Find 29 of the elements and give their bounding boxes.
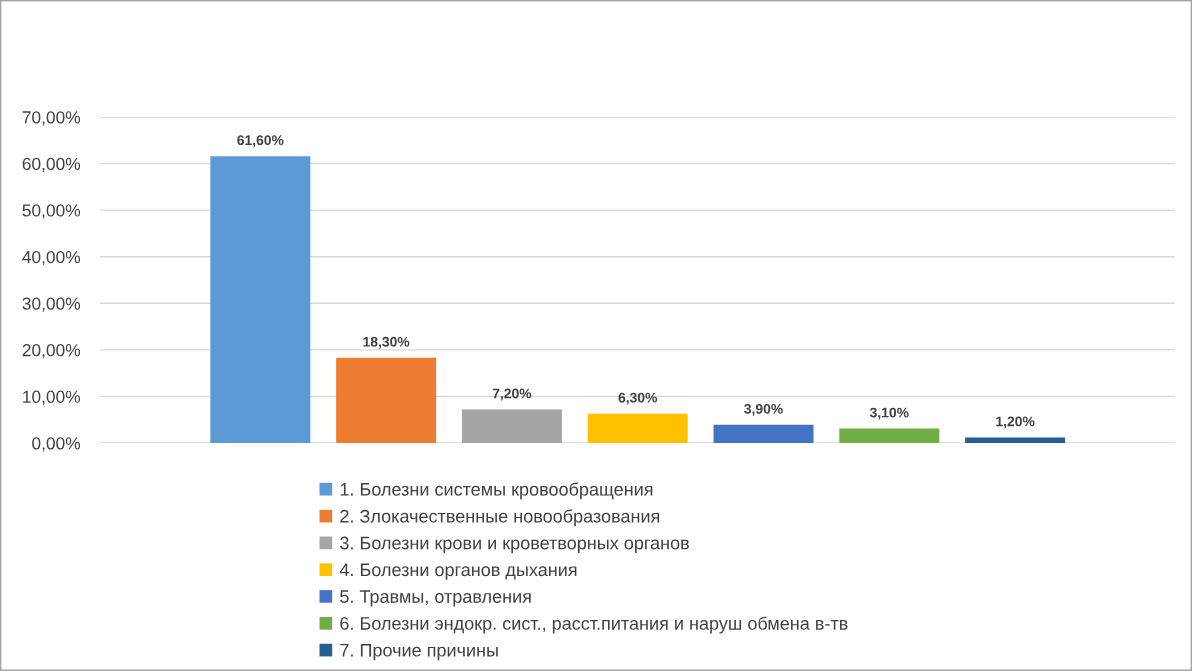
legend-label: 7. Прочие причины xyxy=(340,644,498,661)
bar xyxy=(965,437,1066,443)
bar xyxy=(461,409,562,443)
bar xyxy=(713,424,814,443)
data-label: 3,90% xyxy=(744,403,783,416)
bar xyxy=(587,413,688,443)
data-label: 18,30% xyxy=(363,336,410,349)
legend-label: 1. Болезни системы кровообращения xyxy=(340,482,653,500)
y-tick-label: 20,00% xyxy=(22,344,81,359)
y-tick-label: 10,00% xyxy=(23,390,81,405)
legend-label: 5. Травмы, отравления xyxy=(340,590,531,607)
y-tick-label: 30,00% xyxy=(22,297,81,312)
legend-label: 2. Злокачественные новообразования xyxy=(340,509,660,527)
data-label: 3,10% xyxy=(869,407,909,420)
y-tick-label: 70,00% xyxy=(22,111,81,126)
bar xyxy=(210,156,311,443)
legend-label: 4. Болезни органов дыхания xyxy=(339,563,577,580)
legend-label: 3. Болезни крови и кроветворных органов xyxy=(340,536,689,553)
y-tick-label: 50,00% xyxy=(22,204,81,219)
y-tick-label: 40,00% xyxy=(22,250,81,266)
y-tick-label: 60,00% xyxy=(22,157,81,173)
y-tick-label: 0,00% xyxy=(32,437,81,452)
bar xyxy=(336,357,437,443)
data-label: 7,20% xyxy=(492,388,532,401)
legend-label: 6. Болезни эндокр. сист., расст.питания и наруш обмена в-тв xyxy=(340,616,848,634)
bar xyxy=(839,428,940,443)
data-label: 1,20% xyxy=(996,416,1035,429)
data-label: 61,60% xyxy=(237,135,284,148)
data-label: 6,30% xyxy=(618,392,658,405)
